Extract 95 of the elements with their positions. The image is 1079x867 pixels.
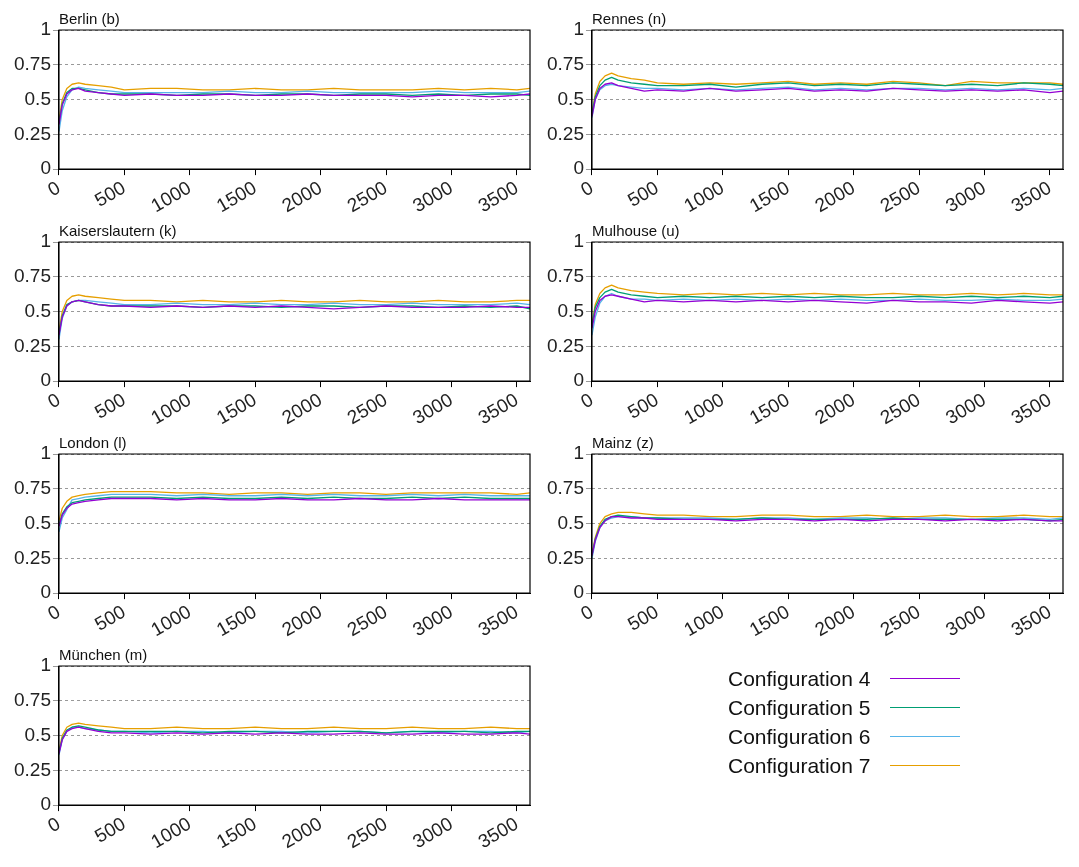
x-tick-label: 2000 xyxy=(811,388,859,429)
y-tick-label: 0.25 xyxy=(547,122,584,144)
x-tick-label: 3500 xyxy=(1007,176,1055,217)
chart-title: Berlin (b) xyxy=(58,9,120,27)
y-tick-label: 0 xyxy=(573,581,584,603)
x-tick-label: 3500 xyxy=(474,812,522,853)
y-tick-label: 0.75 xyxy=(14,689,51,711)
y-tick-label: 0.75 xyxy=(14,265,51,287)
x-tick-label: 3000 xyxy=(409,388,457,429)
x-tick-label: 2500 xyxy=(343,176,391,217)
y-tick-label: 0.75 xyxy=(14,53,51,75)
x-tick-label: 2500 xyxy=(343,812,391,853)
y-tick-label: 1 xyxy=(40,18,51,40)
x-tick-label: 2500 xyxy=(876,176,924,217)
x-tick-label: 1500 xyxy=(212,812,260,853)
x-tick-label: 2000 xyxy=(278,812,326,853)
chart-title: München (m) xyxy=(58,645,148,663)
x-tick-label: 1000 xyxy=(680,388,728,429)
x-tick-label: 1000 xyxy=(680,600,728,641)
x-tick-label: 2000 xyxy=(278,176,326,217)
x-tick-label: 1000 xyxy=(680,176,728,217)
y-tick-label: 0.25 xyxy=(14,758,51,780)
x-tick-label: 1500 xyxy=(745,176,793,217)
x-tick-label: 1500 xyxy=(212,600,260,641)
y-tick-label: 1 xyxy=(573,230,584,252)
x-tick-label: 3000 xyxy=(942,388,990,429)
x-tick-label: 1000 xyxy=(147,388,195,429)
y-tick-label: 0 xyxy=(40,369,51,391)
x-tick-label: 1000 xyxy=(147,812,195,853)
x-tick-label: 500 xyxy=(91,388,130,423)
y-tick-label: 0.25 xyxy=(14,122,51,144)
x-tick-label: 3500 xyxy=(1007,388,1055,429)
x-tick-label: 3500 xyxy=(474,600,522,641)
x-tick-label: 500 xyxy=(91,812,130,847)
legend-label: Configuration 5 xyxy=(728,695,871,720)
y-tick-label: 0.5 xyxy=(557,299,584,321)
y-tick-label: 0.5 xyxy=(24,87,51,109)
y-tick-label: 0 xyxy=(573,157,584,179)
x-tick-label: 3000 xyxy=(942,600,990,641)
legend-label: Configuration 4 xyxy=(728,666,871,691)
x-tick-label: 1500 xyxy=(212,388,260,429)
y-tick-label: 0.75 xyxy=(547,477,584,499)
chart-title: London (l) xyxy=(58,433,127,451)
x-tick-label: 3000 xyxy=(409,812,457,853)
x-tick-label: 1500 xyxy=(745,600,793,641)
y-tick-label: 0.5 xyxy=(557,87,584,109)
chart-title: Mainz (z) xyxy=(591,433,654,451)
y-tick-label: 0.5 xyxy=(24,723,51,745)
y-tick-label: 1 xyxy=(40,654,51,676)
x-tick-label: 2000 xyxy=(811,600,859,641)
x-tick-label: 3000 xyxy=(409,176,457,217)
y-tick-label: 0.5 xyxy=(24,299,51,321)
x-tick-label: 500 xyxy=(624,600,663,635)
y-tick-label: 1 xyxy=(40,442,51,464)
x-tick-label: 2000 xyxy=(811,176,859,217)
x-tick-label: 2500 xyxy=(876,600,924,641)
y-tick-label: 1 xyxy=(573,442,584,464)
x-tick-label: 2000 xyxy=(278,388,326,429)
chart-title: Rennes (n) xyxy=(591,9,667,27)
y-tick-label: 0 xyxy=(40,793,51,815)
x-tick-label: 3500 xyxy=(474,388,522,429)
chart-title: Mulhouse (u) xyxy=(591,221,680,239)
y-tick-label: 0.75 xyxy=(547,265,584,287)
y-tick-label: 0.5 xyxy=(24,511,51,533)
x-tick-label: 1000 xyxy=(147,176,195,217)
y-tick-label: 0.25 xyxy=(547,546,584,568)
x-tick-label: 3000 xyxy=(409,600,457,641)
x-tick-label: 3500 xyxy=(474,176,522,217)
x-tick-label: 1500 xyxy=(745,388,793,429)
x-tick-label: 1500 xyxy=(212,176,260,217)
x-tick-label: 500 xyxy=(91,600,130,635)
y-tick-label: 0.75 xyxy=(547,53,584,75)
x-tick-label: 2500 xyxy=(343,600,391,641)
y-tick-label: 0 xyxy=(40,581,51,603)
chart-title: Kaiserslautern (k) xyxy=(58,221,177,239)
y-tick-label: 0.5 xyxy=(557,511,584,533)
y-tick-label: 0.25 xyxy=(547,334,584,356)
x-tick-label: 2500 xyxy=(343,388,391,429)
y-tick-label: 0.25 xyxy=(14,334,51,356)
x-tick-label: 500 xyxy=(624,176,663,211)
y-tick-label: 0.75 xyxy=(14,477,51,499)
x-tick-label: 2000 xyxy=(278,600,326,641)
legend-label: Configuration 7 xyxy=(728,753,871,778)
y-tick-label: 0 xyxy=(573,369,584,391)
y-tick-label: 0 xyxy=(40,157,51,179)
x-tick-label: 500 xyxy=(624,388,663,423)
x-tick-label: 1000 xyxy=(147,600,195,641)
y-tick-label: 1 xyxy=(40,230,51,252)
y-tick-label: 1 xyxy=(573,18,584,40)
x-tick-label: 500 xyxy=(91,176,130,211)
x-tick-label: 3500 xyxy=(1007,600,1055,641)
y-tick-label: 0.25 xyxy=(14,546,51,568)
x-tick-label: 3000 xyxy=(942,176,990,217)
x-tick-label: 2500 xyxy=(876,388,924,429)
legend-label: Configuration 6 xyxy=(728,724,871,749)
